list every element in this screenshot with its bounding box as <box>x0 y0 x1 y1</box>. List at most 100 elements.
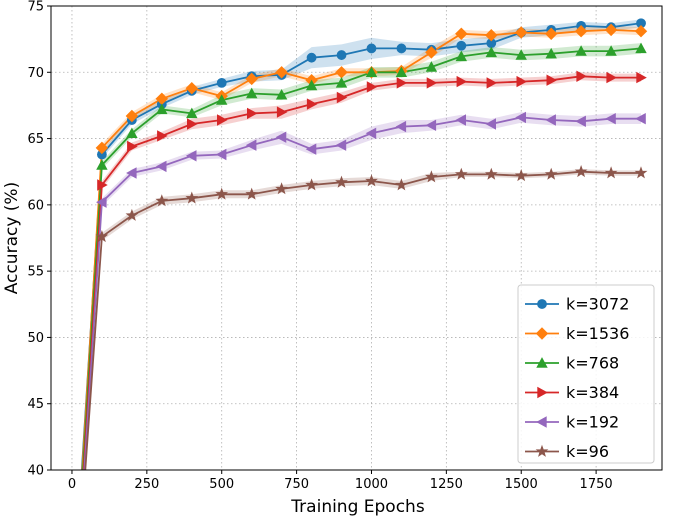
data-point <box>186 107 198 119</box>
plot-frame <box>50 5 663 471</box>
data-point <box>365 174 378 187</box>
data-point <box>605 45 617 56</box>
data-point <box>456 75 468 88</box>
data-point <box>245 187 259 200</box>
series-line <box>82 75 641 470</box>
data-point <box>215 94 228 105</box>
data-point <box>576 70 587 83</box>
x-axis-label: Training Epochs <box>290 497 425 517</box>
legend-marker <box>536 416 547 428</box>
data-point <box>455 114 467 126</box>
data-point <box>425 119 437 132</box>
data-point <box>606 71 617 84</box>
x-tick-label: 1000 <box>355 477 388 492</box>
data-point <box>546 74 558 86</box>
data-point <box>426 77 438 89</box>
y-tick-label: 65 <box>27 132 44 147</box>
data-point <box>574 24 588 38</box>
data-point <box>396 43 407 54</box>
y-tick-label: 45 <box>27 397 44 412</box>
data-point <box>365 66 378 77</box>
data-point <box>126 167 137 179</box>
data-point <box>335 139 347 151</box>
data-point <box>305 79 318 91</box>
data-point <box>245 87 258 99</box>
y-tick-label: 70 <box>27 66 44 81</box>
data-point <box>515 111 527 124</box>
data-point <box>247 107 258 120</box>
data-point <box>96 196 107 208</box>
legend-label: k=192 <box>566 413 619 432</box>
data-point <box>545 47 557 59</box>
data-point <box>155 194 169 207</box>
y-tick-label: 55 <box>27 265 44 280</box>
data-point <box>455 50 468 62</box>
data-point <box>275 131 287 143</box>
series-line <box>80 22 642 470</box>
data-point <box>215 187 229 200</box>
series-line <box>82 47 642 470</box>
data-point <box>336 91 348 104</box>
y-tick-label: 50 <box>27 331 44 346</box>
data-point <box>245 139 257 151</box>
data-point <box>366 43 377 54</box>
data-point <box>635 112 646 125</box>
data-point <box>275 66 288 79</box>
data-point <box>604 166 618 179</box>
data-point <box>155 160 167 173</box>
data-point <box>335 175 348 188</box>
data-point <box>185 191 199 204</box>
legend-marker <box>536 357 548 368</box>
data-point <box>634 24 648 38</box>
data-point <box>514 26 528 39</box>
data-point <box>544 167 558 180</box>
data-point <box>425 61 438 72</box>
legend-label: k=384 <box>566 383 619 402</box>
series-markers <box>95 18 648 243</box>
data-point <box>636 71 647 84</box>
data-point <box>217 114 228 126</box>
data-point <box>545 114 556 126</box>
data-point <box>305 178 318 191</box>
data-point <box>425 170 438 183</box>
data-point <box>157 130 168 142</box>
data-point <box>575 115 586 128</box>
data-point <box>516 75 528 88</box>
legend: k=3072 k=1536 k=768 k=384 k=192 k=96 <box>517 284 655 464</box>
y-axis-ticks: 40 45 50 55 60 65 70 75 <box>27 0 51 479</box>
data-point <box>187 118 198 130</box>
data-point <box>306 52 317 63</box>
data-point <box>96 159 108 170</box>
data-point <box>365 127 377 140</box>
y-tick-label: 75 <box>27 0 44 15</box>
data-point <box>454 167 468 180</box>
legend-marker <box>535 327 549 340</box>
data-point <box>456 40 467 51</box>
data-point <box>604 23 618 37</box>
data-point <box>605 112 616 125</box>
x-tick-label: 1750 <box>580 477 613 492</box>
legend-label: k=768 <box>566 354 619 373</box>
data-point <box>276 106 288 118</box>
data-point <box>485 46 498 58</box>
legend-label: k=1536 <box>566 324 629 343</box>
data-point <box>515 49 527 60</box>
data-point <box>275 182 288 195</box>
data-point <box>635 42 647 54</box>
data-point <box>396 77 408 89</box>
data-point <box>484 167 498 180</box>
data-point <box>127 140 138 153</box>
data-point <box>514 169 528 182</box>
legend-marker <box>535 444 549 457</box>
data-point <box>215 148 227 161</box>
legend-label: k=3072 <box>566 295 629 314</box>
data-point <box>306 98 318 110</box>
data-point <box>395 178 408 191</box>
x-tick-label: 500 <box>209 477 234 492</box>
data-point <box>156 103 168 115</box>
data-point <box>185 150 197 162</box>
data-point <box>125 109 139 123</box>
data-point <box>544 27 558 41</box>
y-tick-label: 60 <box>27 198 44 213</box>
data-point <box>575 45 587 56</box>
